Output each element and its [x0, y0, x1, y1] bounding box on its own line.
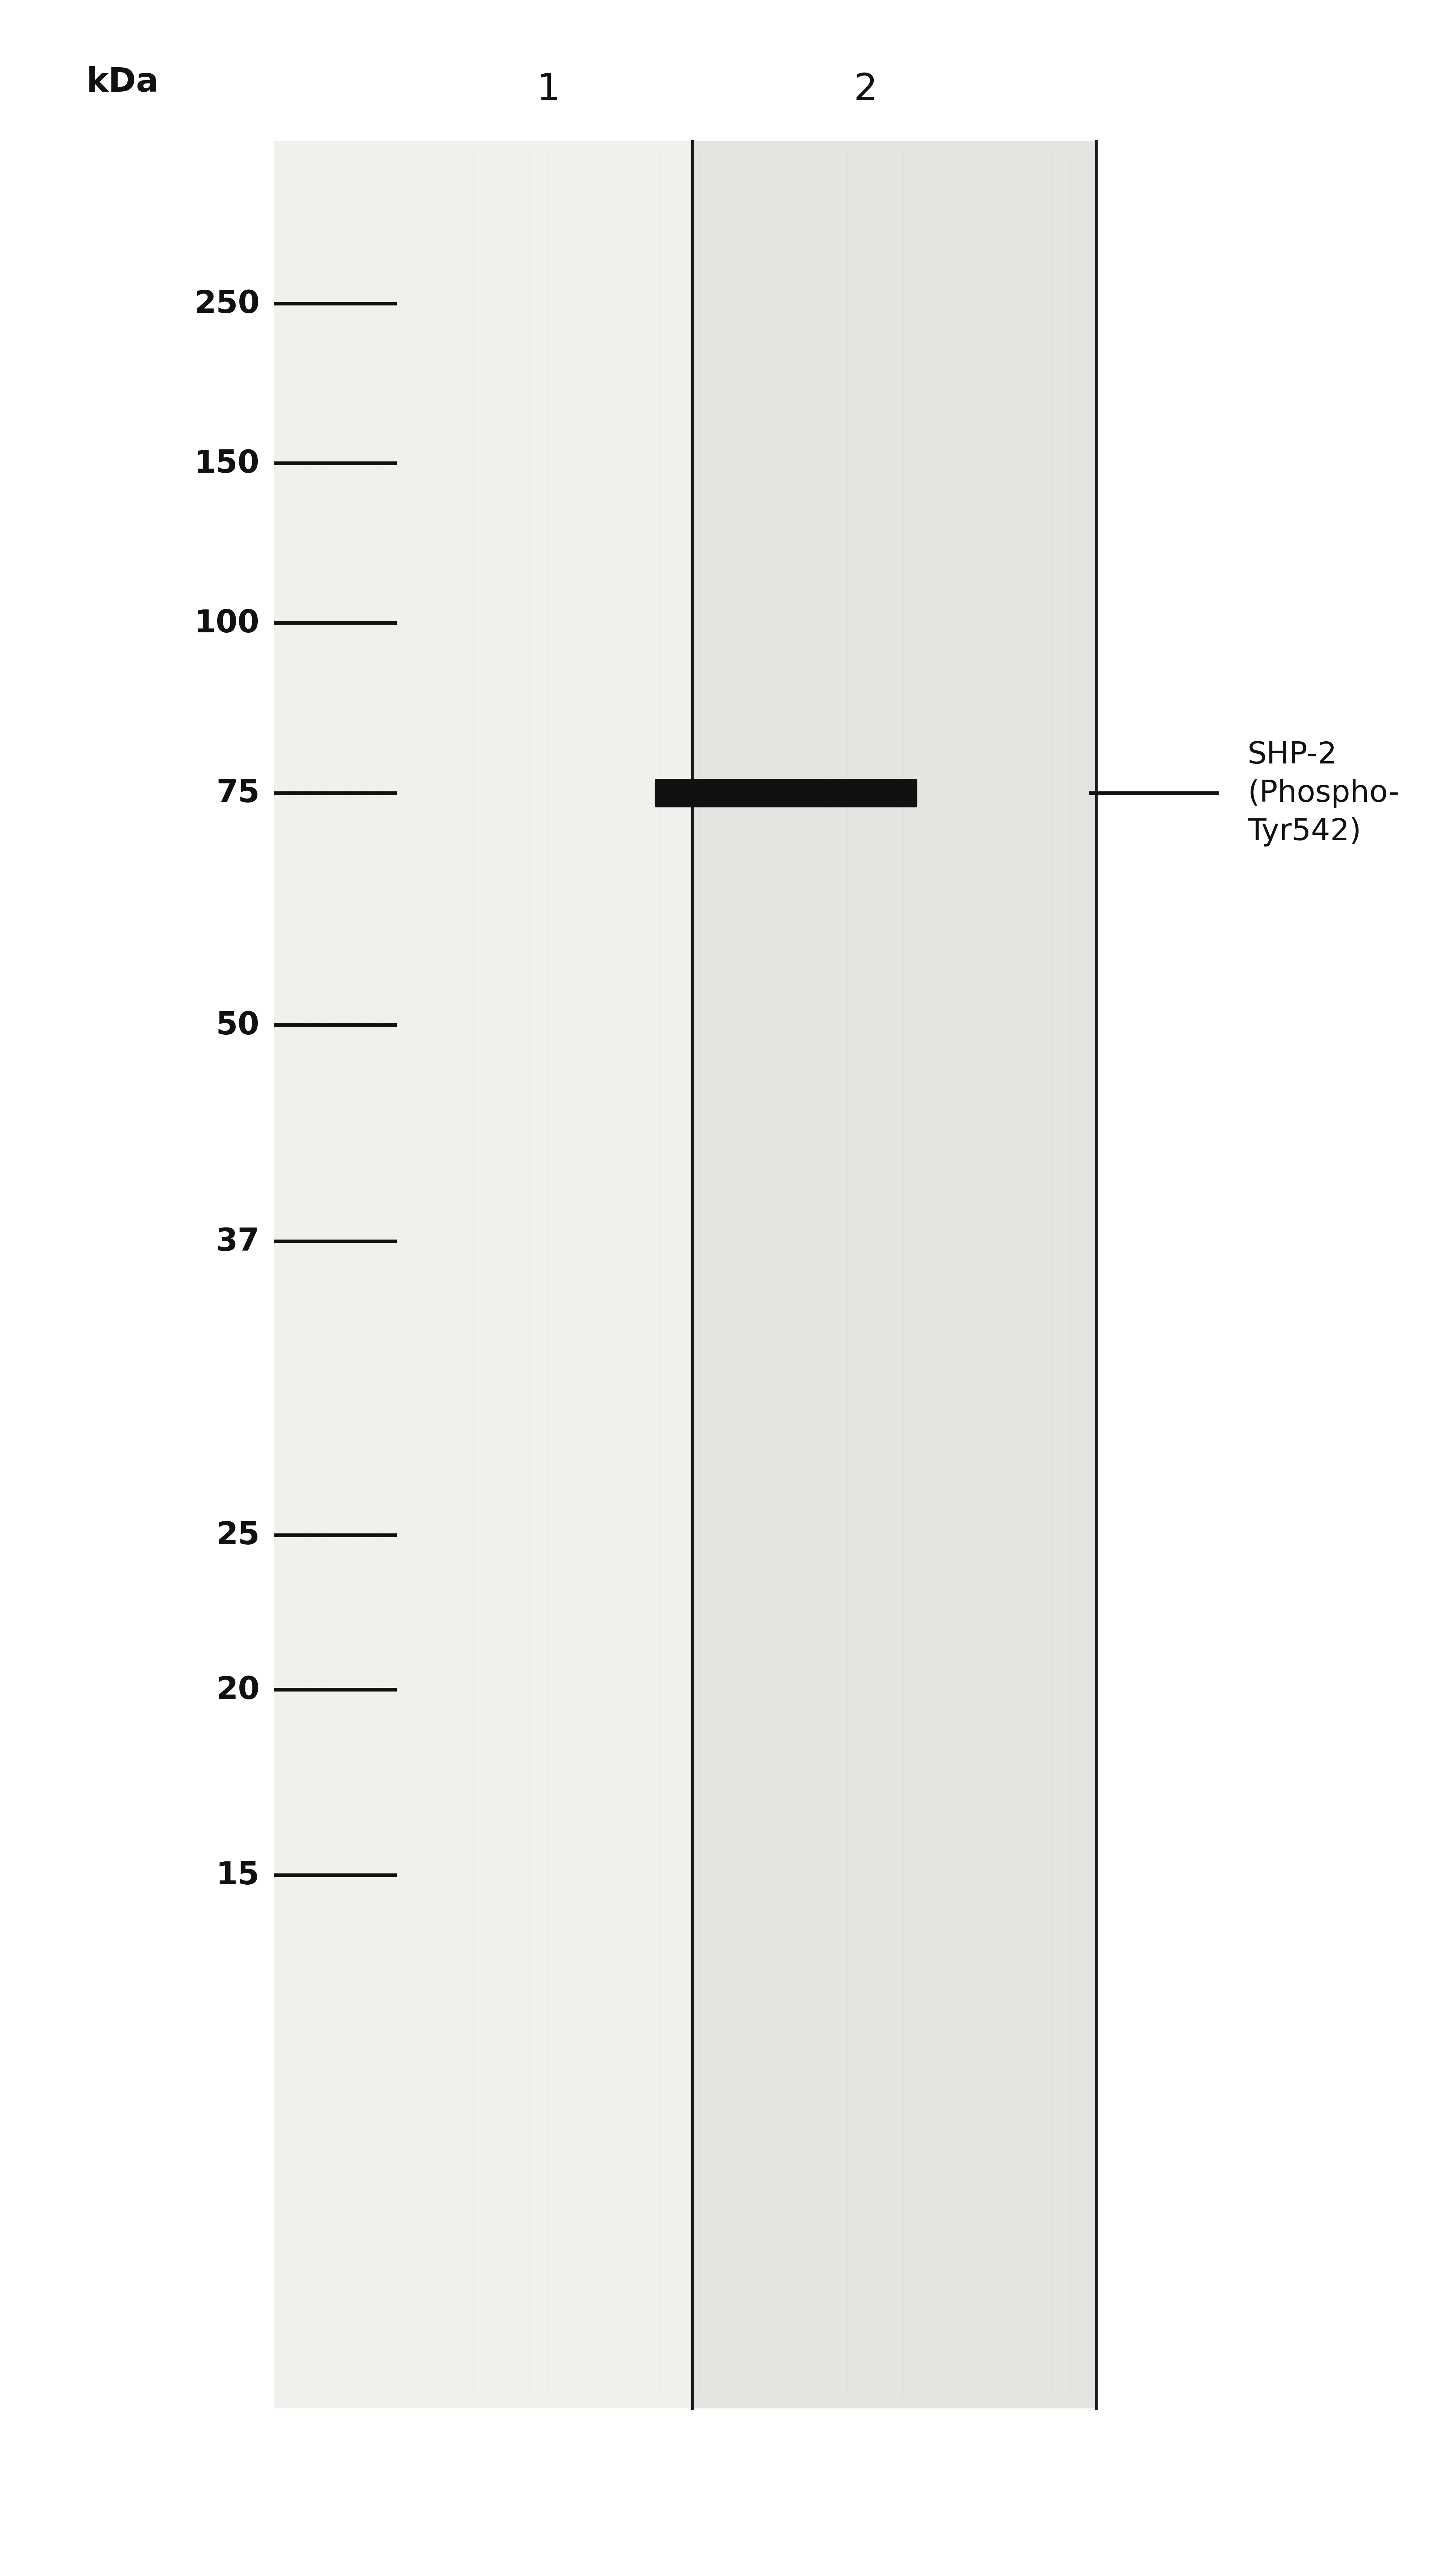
Text: 250: 250 — [195, 289, 260, 319]
Text: 37: 37 — [216, 1226, 260, 1257]
Text: 25: 25 — [216, 1520, 260, 1551]
Text: SHP-2
(Phospho-
Tyr542): SHP-2 (Phospho- Tyr542) — [1248, 739, 1400, 848]
Text: 1: 1 — [537, 72, 560, 108]
FancyBboxPatch shape — [655, 778, 918, 809]
Text: 50: 50 — [216, 1010, 260, 1041]
Text: 100: 100 — [195, 608, 260, 639]
Text: 75: 75 — [216, 778, 260, 809]
Bar — [693, 142, 1097, 2409]
Text: 150: 150 — [195, 448, 260, 479]
Text: 2: 2 — [853, 72, 877, 108]
Text: 15: 15 — [216, 1860, 260, 1891]
Bar — [274, 142, 693, 2409]
Text: 20: 20 — [216, 1674, 260, 1705]
Text: kDa: kDa — [87, 67, 159, 98]
